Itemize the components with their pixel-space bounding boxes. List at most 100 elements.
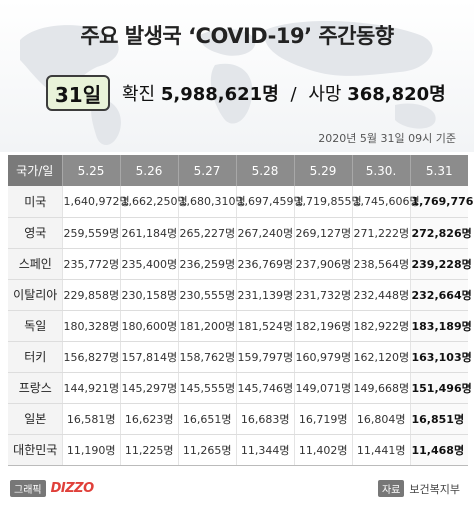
value-cell: 159,797명 [236, 341, 295, 373]
value-cell: 1,697,459명 [236, 186, 304, 218]
value-cell: 269,127명 [294, 217, 353, 249]
source-tag: 자료 [377, 480, 405, 497]
value-cell: 272,826명 [410, 217, 472, 249]
source-name: 보건복지부 [409, 482, 460, 496]
cases-table: 국가/일 5.25 5.26 5.27 5.28 5.29 5.30. 5.31 미국 1,6… [8, 155, 474, 466]
value-cell: 236,769명 [236, 248, 295, 280]
value-cell: 232,448명 [352, 279, 411, 311]
confirmed-value: 5,988,621명 [160, 84, 279, 105]
value-cell: 162,120명 [352, 341, 411, 373]
value-cell: 157,814명 [120, 341, 179, 373]
value-cell: 16,651명 [178, 403, 237, 435]
header-date: 5.25 [62, 155, 121, 186]
graphic-tag: 그래픽 [10, 480, 46, 497]
country-cell: 프랑스 [8, 372, 63, 404]
credit-graphic: 그래픽 DIZZO [10, 480, 94, 497]
summary-bar: 31일 확진 5,988,621명 / 사망 368,820명 [46, 74, 446, 112]
value-cell: 267,240명 [236, 217, 295, 249]
value-cell: 163,103명 [410, 341, 472, 373]
confirmed-label: 확진 [122, 84, 156, 105]
value-cell: 230,555명 [178, 279, 237, 311]
value-cell: 239,228명 [410, 248, 472, 280]
header-date: 5.28 [236, 155, 295, 186]
country-cell: 대한민국 [8, 434, 63, 466]
value-cell: 1,769,776명 [410, 186, 474, 218]
value-cell: 145,746명 [236, 372, 295, 404]
value-cell: 151,496명 [410, 372, 472, 404]
value-cell: 11,402명 [294, 434, 353, 466]
value-cell: 1,719,855명 [294, 186, 362, 218]
day-badge: 31일 [46, 75, 110, 111]
value-cell: 145,555명 [178, 372, 237, 404]
value-cell: 149,071명 [294, 372, 353, 404]
table-row: 프랑스 144,921명 145,297명 145,555명 145,746명 149,0… [8, 372, 472, 404]
brand-logo: DIZZO [50, 481, 95, 496]
value-cell: 16,851명 [410, 403, 468, 435]
value-cell: 180,600명 [120, 310, 179, 342]
table-row: 영국 259,559명 261,184명 265,227명 267,240명 269,12… [8, 217, 472, 249]
value-cell: 1,640,972명 [62, 186, 130, 218]
value-cell: 237,906명 [294, 248, 353, 280]
deaths-label: 사망 [308, 84, 342, 105]
table-row: 스페인 235,772명 235,400명 236,259명 236,769명 237,9… [8, 248, 472, 280]
value-cell: 236,259명 [178, 248, 237, 280]
value-cell: 259,559명 [62, 217, 121, 249]
value-cell: 16,719명 [294, 403, 353, 435]
footer: 그래픽 DIZZO 자료 보건복지부 [0, 470, 474, 505]
header-date: 5.30. [352, 155, 411, 186]
country-cell: 이탈리아 [8, 279, 63, 311]
value-cell: 271,222명 [352, 217, 411, 249]
table-row: 대한민국 11,190명 11,225명 11,265명 11,344명 11,402명 1… [8, 434, 468, 466]
header-date: 5.26 [120, 155, 179, 186]
header-date: 5.27 [178, 155, 237, 186]
value-cell: 181,524명 [236, 310, 295, 342]
country-cell: 스페인 [8, 248, 63, 280]
value-cell: 11,190명 [62, 434, 121, 466]
value-cell: 11,468명 [410, 434, 468, 466]
value-cell: 229,858명 [62, 279, 121, 311]
value-cell: 16,683명 [236, 403, 295, 435]
value-cell: 11,344명 [236, 434, 295, 466]
country-cell: 터키 [8, 341, 63, 373]
dateline: 2020년 5월 31일 09시 기준 [318, 132, 456, 145]
value-cell: 145,297명 [120, 372, 179, 404]
value-cell: 232,664명 [410, 279, 472, 311]
credit-source: 자료 보건복지부 [377, 480, 460, 497]
value-cell: 1,745,606명 [352, 186, 420, 218]
summary-text: 확진 5,988,621명 / 사망 368,820명 [122, 80, 446, 106]
value-cell: 16,581명 [62, 403, 121, 435]
header-country: 국가/일 [8, 155, 63, 186]
value-cell: 1,680,310명 [178, 186, 246, 218]
value-cell: 235,772명 [62, 248, 121, 280]
value-cell: 238,564명 [352, 248, 411, 280]
table-body: 미국 1,640,972명 1,662,250명 1,680,310명 1,697,45… [8, 186, 474, 466]
table-row: 미국 1,640,972명 1,662,250명 1,680,310명 1,697,45… [8, 186, 474, 218]
table-row: 이탈리아 229,858명 230,158명 230,555명 231,139명 231,… [8, 279, 472, 311]
page-title: 주요 발생국 ‘COVID-19’ 주간동향 [80, 24, 394, 48]
value-cell: 182,922명 [352, 310, 411, 342]
country-cell: 미국 [8, 186, 63, 218]
value-cell: 180,328명 [62, 310, 121, 342]
value-cell: 230,158명 [120, 279, 179, 311]
table-row: 일본 16,581명 16,623명 16,651명 16,683명 16,719명 16,… [8, 403, 468, 435]
value-cell: 183,189명 [410, 310, 472, 342]
value-cell: 156,827명 [62, 341, 121, 373]
header-panel: 주요 발생국 ‘COVID-19’ 주간동향 31일 확진 5,988,621명… [0, 0, 474, 152]
value-cell: 16,623명 [120, 403, 179, 435]
country-cell: 영국 [8, 217, 63, 249]
value-cell: 144,921명 [62, 372, 121, 404]
value-cell: 11,265명 [178, 434, 237, 466]
country-cell: 독일 [8, 310, 63, 342]
value-cell: 158,762명 [178, 341, 237, 373]
value-cell: 182,196명 [294, 310, 353, 342]
summary-separator: / [290, 84, 297, 105]
header-date: 5.29 [294, 155, 353, 186]
value-cell: 235,400명 [120, 248, 179, 280]
value-cell: 16,804명 [352, 403, 411, 435]
table-header-row: 국가/일 5.25 5.26 5.27 5.28 5.29 5.30. 5.31 [8, 155, 468, 186]
value-cell: 11,225명 [120, 434, 179, 466]
table-row: 터키 156,827명 157,814명 158,762명 159,797명 160,97… [8, 341, 472, 373]
table-row: 독일 180,328명 180,600명 181,200명 181,524명 182,19… [8, 310, 472, 342]
country-cell: 일본 [8, 403, 63, 435]
